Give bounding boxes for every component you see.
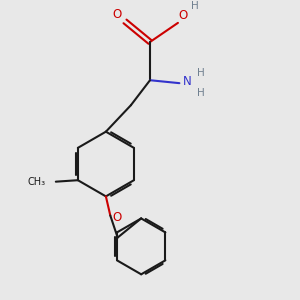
Text: CH₃: CH₃ [27,177,46,187]
Text: O: O [112,8,122,21]
Text: O: O [112,211,122,224]
Text: H: H [197,88,205,98]
Text: H: H [197,68,205,79]
Text: H: H [191,1,199,11]
Text: O: O [178,9,188,22]
Text: N: N [183,75,192,88]
